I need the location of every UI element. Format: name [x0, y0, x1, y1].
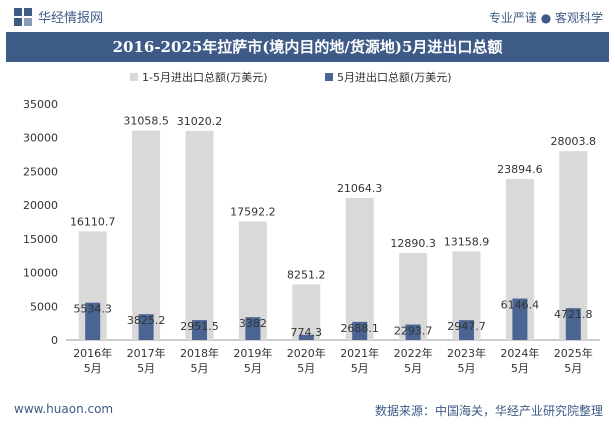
bar-month — [512, 298, 528, 340]
brand: 华经情报网 — [14, 7, 103, 26]
legend-swatch-month — [325, 73, 333, 81]
bar-month — [298, 334, 314, 340]
data-label-month: 774.3 — [291, 326, 323, 339]
brand-name: 华经情报网 — [38, 11, 104, 26]
header-bar: 华经情报网 专业严谨 ● 客观科学 — [0, 0, 615, 32]
x-tick-label: 2019年 — [233, 346, 272, 360]
y-tick-label: 30000 — [23, 132, 58, 145]
y-tick-label: 5000 — [30, 300, 58, 313]
x-tick-label: 5月 — [351, 362, 369, 375]
y-tick-label: 0 — [51, 334, 58, 347]
bar-cumulative — [292, 284, 321, 340]
bar-chart: 1-5月进出口总额(万美元) 5月进出口总额(万美元) 0 5000 10000 1500… — [23, 70, 600, 375]
x-tick-label: 2025年 — [554, 346, 593, 360]
x-tick-label: 2020年 — [287, 346, 326, 360]
data-label-month: 2688.1 — [340, 322, 379, 335]
legend-label-month: 5月进出口总额(万美元) — [337, 70, 452, 84]
x-tick-label: 5月 — [84, 362, 102, 375]
chart-title: 2016-2025年拉萨市(境内目的地/货源地)5月进出口总额 — [112, 38, 503, 56]
bar-month — [405, 324, 421, 340]
footer-url: www.huaon.com — [14, 402, 114, 416]
bar-month — [192, 320, 207, 340]
legend-swatch-cumulative — [130, 73, 138, 81]
x-tick-label: 5月 — [137, 362, 155, 375]
tagline: 专业严谨 ● 客观科学 — [488, 11, 603, 25]
data-label-month: 2951.5 — [180, 320, 219, 333]
x-tick-label: 2021年 — [340, 346, 379, 360]
x-tick-label: 2017年 — [127, 346, 166, 360]
x-tick-label: 2022年 — [394, 346, 433, 360]
footer: www.huaon.com 数据来源：中国海关，华经产业研究院整理 — [0, 394, 615, 427]
data-label-cumulative: 31058.5 — [123, 115, 169, 128]
bar-month — [459, 320, 474, 340]
bar-cumulative — [345, 197, 374, 340]
x-tick-label: 2018年 — [180, 346, 219, 360]
x-tick-label: 2024年 — [500, 346, 539, 360]
y-tick-label: 35000 — [23, 98, 58, 111]
x-tick-label: 5月 — [244, 362, 262, 375]
x-tick-label: 5月 — [458, 362, 476, 375]
bar-cumulative — [185, 130, 214, 340]
x-tick-label: 5月 — [191, 362, 209, 375]
data-label-cumulative: 8251.2 — [287, 268, 326, 281]
data-label-month: 5534.3 — [73, 303, 112, 316]
data-label-cumulative: 17592.2 — [230, 205, 276, 218]
data-label-cumulative: 12890.3 — [390, 237, 436, 250]
data-label-month: 3825.2 — [127, 314, 166, 327]
data-label-month: 3382 — [239, 317, 267, 330]
y-tick-label: 10000 — [23, 267, 58, 280]
data-label-cumulative: 13158.9 — [444, 235, 490, 248]
data-label-cumulative: 23894.6 — [497, 163, 543, 176]
x-tick-label: 5月 — [404, 362, 422, 375]
bar-month — [565, 308, 581, 340]
brand-logo-icon — [14, 7, 32, 26]
bar-month — [245, 317, 261, 340]
y-tick-label: 15000 — [23, 233, 58, 246]
footer-source: 数据来源：中国海关，华经产业研究院整理 — [374, 404, 603, 418]
data-label-month: 2293.7 — [394, 325, 433, 338]
data-label-month: 4721.8 — [554, 308, 593, 321]
y-tick-label: 25000 — [23, 165, 58, 178]
x-tick-label: 5月 — [564, 362, 582, 375]
legend-label-cumulative: 1-5月进出口总额(万美元) — [142, 70, 268, 84]
y-tick-label: 20000 — [23, 199, 58, 212]
data-label-cumulative: 21064.3 — [337, 182, 383, 195]
x-tick-label: 5月 — [511, 362, 529, 375]
bar-month — [352, 321, 368, 340]
data-label-cumulative: 28003.8 — [551, 135, 597, 148]
data-label-cumulative: 31020.2 — [177, 115, 223, 128]
data-label-month: 2947.7 — [447, 320, 486, 333]
x-tick-label: 2016年 — [73, 346, 112, 360]
data-label-month: 6146.4 — [501, 299, 540, 312]
bar-month — [85, 302, 101, 340]
bar-month — [138, 314, 154, 340]
x-tick-label: 2023年 — [447, 346, 486, 360]
data-label-cumulative: 16110.7 — [70, 215, 116, 228]
title-bar: 2016-2025年拉萨市(境内目的地/货源地)5月进出口总额 — [6, 32, 609, 62]
bar-cumulative — [132, 130, 161, 340]
x-tick-label: 5月 — [297, 362, 315, 375]
